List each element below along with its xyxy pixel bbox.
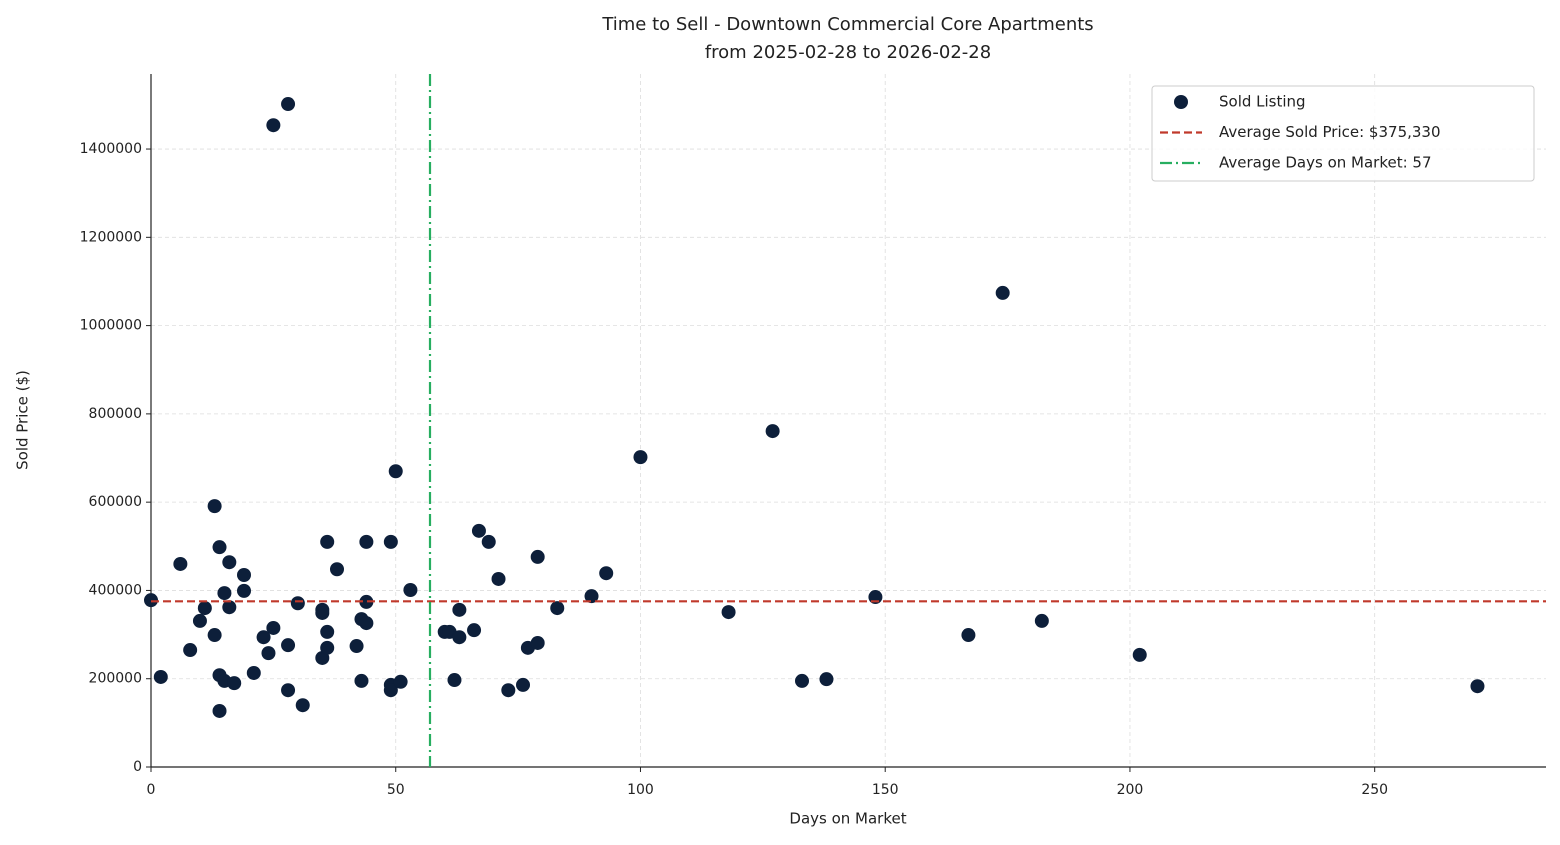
point xyxy=(467,623,482,638)
point xyxy=(217,586,232,601)
point xyxy=(819,672,834,687)
point xyxy=(765,424,780,439)
point xyxy=(388,464,403,479)
point xyxy=(207,628,222,643)
x-axis-label: Days on Market xyxy=(789,810,906,828)
point xyxy=(599,566,614,581)
y-tick-label: 1000000 xyxy=(80,318,142,334)
x-tick-label: 0 xyxy=(147,782,156,798)
point xyxy=(320,640,335,655)
point xyxy=(1034,613,1049,628)
x-tick-label: 250 xyxy=(1361,782,1388,798)
point xyxy=(584,589,599,604)
legend-box xyxy=(1151,85,1535,182)
point xyxy=(393,674,408,689)
point xyxy=(281,97,296,112)
point xyxy=(491,571,506,586)
point xyxy=(222,600,237,615)
point xyxy=(315,605,330,620)
point xyxy=(330,562,344,577)
x-tick-label: 100 xyxy=(627,782,654,798)
chart-title: Time to Sell - Downtown Commercial Core … xyxy=(601,14,1093,35)
point xyxy=(153,669,168,684)
point xyxy=(995,285,1010,300)
point xyxy=(290,596,305,611)
legend-marker xyxy=(1174,95,1188,109)
point xyxy=(403,582,418,597)
point xyxy=(256,630,271,645)
point xyxy=(359,534,374,549)
point xyxy=(281,683,296,698)
point xyxy=(501,683,516,698)
point xyxy=(295,698,310,713)
point xyxy=(212,540,227,555)
point xyxy=(281,638,296,653)
point xyxy=(320,624,335,639)
y-tick-label: 0 xyxy=(133,759,142,775)
point xyxy=(1132,647,1147,662)
point xyxy=(516,677,530,692)
y-tick-label: 400000 xyxy=(89,582,142,598)
y-tick-label: 1200000 xyxy=(80,229,142,245)
x-tick-label: 150 xyxy=(872,782,899,798)
point xyxy=(530,635,545,650)
point xyxy=(237,583,251,598)
point xyxy=(795,673,809,688)
x-tick-label: 200 xyxy=(1117,782,1144,798)
point xyxy=(354,673,369,688)
point xyxy=(349,639,364,654)
point xyxy=(1470,679,1485,694)
point xyxy=(246,665,261,680)
point xyxy=(197,601,212,616)
point xyxy=(261,646,276,661)
point xyxy=(359,594,374,609)
point xyxy=(633,450,648,465)
point xyxy=(173,556,188,571)
point xyxy=(227,676,242,691)
point xyxy=(144,593,158,608)
point xyxy=(266,620,281,635)
y-tick-label: 600000 xyxy=(89,494,142,510)
point xyxy=(212,703,227,718)
point xyxy=(383,683,398,698)
x-tick-label: 50 xyxy=(387,782,405,798)
point xyxy=(447,673,462,688)
y-axis-label: Sold Price ($) xyxy=(14,370,32,470)
point xyxy=(961,628,976,643)
point xyxy=(383,534,398,549)
y-tick-label: 1400000 xyxy=(80,141,142,157)
legend-label: Average Days on Market: 57 xyxy=(1219,154,1432,172)
point xyxy=(266,118,281,133)
point xyxy=(183,643,198,658)
point xyxy=(452,602,467,617)
y-tick-label: 800000 xyxy=(89,406,142,422)
legend-label: Sold Listing xyxy=(1219,93,1306,111)
point xyxy=(237,567,251,582)
point xyxy=(359,616,374,631)
point xyxy=(471,523,486,538)
point xyxy=(530,549,545,564)
point xyxy=(481,534,496,549)
point xyxy=(721,605,736,620)
chart-subtitle: from 2025-02-28 to 2026-02-28 xyxy=(705,42,991,63)
legend-label: Average Sold Price: $375,330 xyxy=(1219,123,1441,141)
point xyxy=(550,601,565,616)
point xyxy=(320,534,335,549)
point xyxy=(222,555,237,570)
point xyxy=(452,630,467,645)
y-tick-label: 200000 xyxy=(89,671,142,687)
point xyxy=(192,613,207,628)
point xyxy=(207,499,222,514)
